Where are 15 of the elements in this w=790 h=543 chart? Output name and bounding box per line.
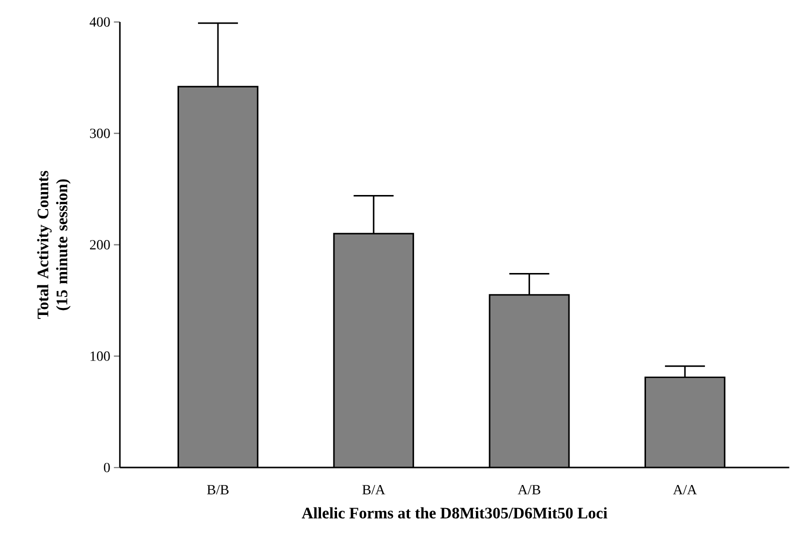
y-axis-title: Total Activity Counts (15 minute session) xyxy=(37,170,71,319)
x-tick-label: B/A xyxy=(362,484,386,494)
y-tick-label: 100 xyxy=(90,351,110,361)
y-tick-label: 300 xyxy=(90,128,110,138)
x-tick-label: A/B xyxy=(518,484,540,494)
bar xyxy=(178,86,258,468)
y-tick-label: 200 xyxy=(90,240,110,250)
bar xyxy=(334,233,414,468)
bar xyxy=(490,294,569,468)
x-tick-label: B/B xyxy=(207,484,229,494)
x-axis-title: Allelic Forms at the D8Mit305/D6Mit50 Loci xyxy=(302,507,608,518)
x-tick-label: A/A xyxy=(673,484,697,494)
bar xyxy=(644,376,726,468)
y-tick-label: 400 xyxy=(90,17,110,26)
y-tick-label: 0 xyxy=(104,462,110,472)
